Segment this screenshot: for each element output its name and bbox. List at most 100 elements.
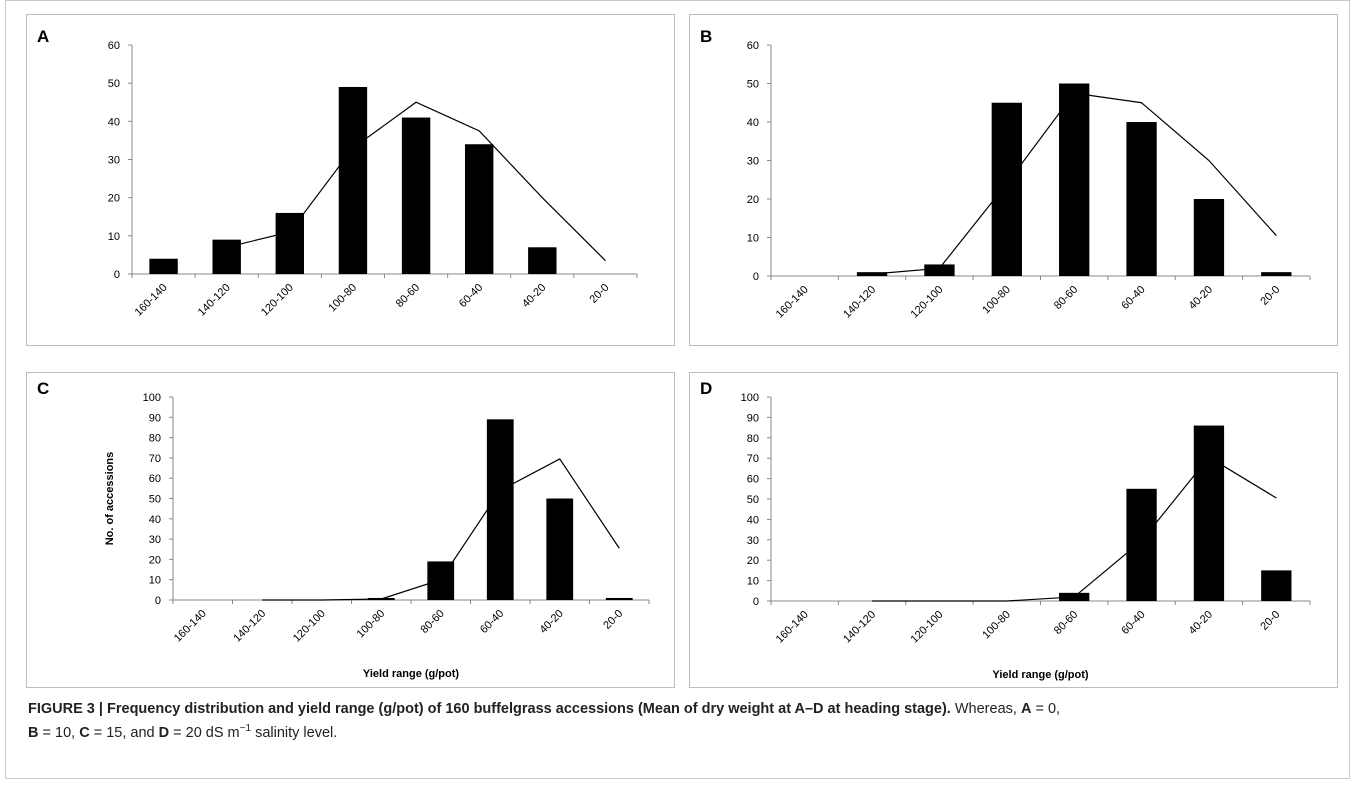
bar (427, 561, 455, 600)
caption-eq-c: = 15, and (89, 724, 159, 741)
x-category-label: 40-20 (520, 282, 548, 310)
y-tick-label: 0 (753, 596, 759, 608)
x-category-label: 120-100 (291, 608, 328, 645)
x-axis-title: Yield range (g/pot) (363, 668, 459, 680)
x-category-label: 40-20 (537, 608, 565, 636)
y-tick-label: 50 (747, 494, 759, 506)
x-category-label: 80-60 (394, 282, 422, 310)
figure-label: FIGURE 3 | (28, 701, 103, 717)
panel-letter-a: A (37, 27, 50, 46)
caption-text: Whereas, (950, 701, 1021, 717)
y-tick-label: 0 (155, 595, 161, 607)
panel-b: B 0 10 20 30 40 50 60 160-140 140-120 120-100 100-… (689, 14, 1338, 346)
x-axis-title: Yield range (g/pot) (992, 669, 1088, 681)
panel-c: C 0 10 20 30 40 50 60 70 80 90 100 160-140 140-120 12… (26, 372, 675, 688)
bar (275, 212, 305, 274)
trend-line (872, 92, 1277, 275)
y-tick-label: 20 (747, 194, 759, 206)
y-tick-label: 100 (741, 392, 759, 404)
y-tick-label: 40 (747, 514, 759, 526)
chart-c: 0 10 20 30 40 50 60 70 80 90 100 160-140 140-120 120-… (104, 392, 650, 680)
y-tick-label: 90 (149, 412, 161, 424)
figure-frame (5, 0, 1350, 779)
panel-a: A 0 10 20 30 40 50 60 160-140 140-120 120-100 100-… (26, 14, 675, 346)
bar (1261, 570, 1292, 601)
caption-d: D (158, 724, 170, 741)
y-tick-label: 10 (747, 233, 759, 245)
x-category-label: 120-100 (909, 284, 946, 321)
y-axis-title: No. of accessions (104, 452, 116, 546)
y-tick-label: 70 (747, 453, 759, 465)
x-category-label: 20-0 (587, 282, 611, 306)
chart-b: 0 10 20 30 40 50 60 160-140 140-120 120-100 100-80… (747, 40, 1311, 321)
panel-letter-d: D (700, 379, 713, 398)
x-category-label: 160-140 (774, 609, 811, 646)
x-category-label: 160-140 (172, 608, 209, 645)
bar (546, 498, 574, 600)
y-tick-label: 0 (114, 269, 120, 281)
y-tick-label: 90 (747, 412, 759, 424)
caption-eq-d: = 20 dS m (169, 724, 240, 741)
x-category-label: 60-40 (478, 608, 506, 636)
y-tick-label: 60 (108, 40, 120, 52)
y-tick-label: 30 (149, 534, 161, 546)
y-tick-label: 40 (747, 117, 759, 129)
bar (924, 264, 955, 276)
y-tick-label: 30 (108, 155, 120, 167)
x-category-label: 80-60 (1052, 284, 1080, 312)
y-tick-label: 20 (108, 193, 120, 205)
bar (991, 102, 1022, 276)
bar (1193, 425, 1225, 601)
y-tick-label: 50 (108, 78, 120, 90)
chart-a: 0 10 20 30 40 50 60 160-140 140-120 120-100 100-80… (108, 40, 638, 319)
caption-title: Frequency distribution and yield range (… (107, 701, 951, 717)
x-category-label: 20-0 (1258, 284, 1282, 308)
x-category-label: 120-100 (909, 609, 946, 646)
bar (528, 247, 557, 274)
x-category-label: 140-120 (196, 282, 233, 319)
bar (1261, 272, 1292, 276)
x-category-label: 20-0 (601, 608, 625, 632)
panel-letter-b: B (700, 27, 713, 46)
y-tick-label: 40 (149, 514, 161, 526)
figure-caption: FIGURE 3 | Frequency distribution and yi… (28, 700, 1338, 743)
x-category-label: 60-40 (457, 282, 485, 310)
y-tick-label: 80 (149, 433, 161, 445)
y-tick-label: 10 (108, 231, 120, 243)
y-tick-label: 20 (747, 555, 759, 567)
y-tick-label: 60 (747, 474, 759, 486)
x-category-label: 100-80 (980, 284, 1013, 317)
x-category-label: 60-40 (1119, 609, 1147, 637)
y-tick-label: 100 (143, 392, 161, 404)
x-category-label: 120-100 (259, 282, 296, 319)
caption-superscript: −1 (239, 723, 252, 734)
x-category-label: 140-120 (231, 608, 268, 645)
x-category-label: 80-60 (418, 608, 446, 636)
trend-line (872, 456, 1277, 602)
caption-b: B (28, 724, 39, 741)
bar (149, 258, 178, 274)
y-tick-label: 20 (149, 554, 161, 566)
bar (1126, 488, 1157, 601)
y-tick-label: 30 (747, 156, 759, 168)
y-tick-label: 10 (747, 576, 759, 588)
y-tick-label: 0 (753, 271, 759, 283)
caption-a: A (1020, 701, 1032, 717)
caption-eq-b: = 10, (38, 724, 80, 741)
panel-d: D 0 10 20 30 40 50 60 70 80 90 100 160-140 140-120 12… (689, 372, 1338, 688)
y-tick-label: 50 (747, 79, 759, 91)
bar (338, 86, 368, 274)
trend-line (226, 101, 606, 262)
bar (1059, 83, 1090, 276)
bar (1126, 122, 1157, 276)
y-tick-label: 60 (149, 473, 161, 485)
y-tick-label: 70 (149, 453, 161, 465)
x-category-label: 40-20 (1187, 609, 1215, 637)
x-category-label: 100-80 (326, 282, 359, 315)
x-category-label: 20-0 (1258, 609, 1282, 633)
y-tick-label: 30 (747, 535, 759, 547)
bar (464, 144, 494, 274)
x-category-label: 60-40 (1119, 284, 1147, 312)
x-category-label: 40-20 (1187, 284, 1215, 312)
panel-letter-c: C (37, 379, 50, 398)
